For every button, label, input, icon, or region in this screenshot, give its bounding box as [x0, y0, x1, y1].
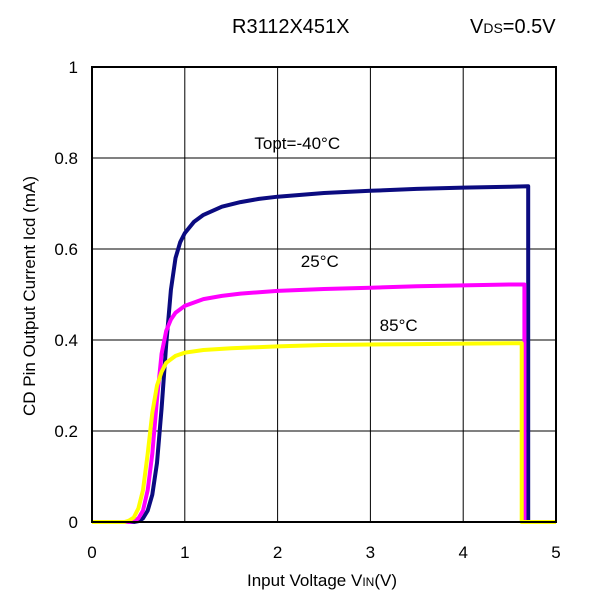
y-tick-label: 0.4 — [54, 331, 78, 350]
grid-layer — [92, 67, 556, 522]
x-axis-title-main: Input Voltage V — [247, 571, 363, 590]
series-layer — [92, 184, 556, 524]
x-tick-label: 2 — [273, 543, 282, 562]
annotation-label-2: 25°C — [301, 252, 339, 271]
x-tick-label: 0 — [87, 543, 96, 562]
y-tick-label: 1 — [69, 58, 78, 77]
x-tick-label: 1 — [180, 543, 189, 562]
x-axis-title-tail: (V) — [374, 571, 397, 590]
annotation-label-1: Topt=-40°C — [254, 134, 340, 153]
plot-frame — [91, 66, 557, 523]
condition-main: V — [470, 16, 484, 38]
y-tick-label: 0.8 — [54, 149, 78, 168]
annotation-label-3: 85°C — [380, 316, 418, 335]
x-axis-title-sub: IN — [362, 575, 374, 589]
y-tick-label: 0.6 — [54, 240, 78, 259]
y-tick-label: 0 — [69, 513, 78, 532]
y-axis-title: CD Pin Output Current Icd (mA) — [20, 176, 39, 416]
series-line-3 — [92, 341, 556, 524]
series-line-2 — [92, 282, 556, 524]
condition-label: VDS=0.5V — [470, 16, 556, 38]
part-number-label: R3112X451X — [232, 16, 350, 38]
series-line-1 — [92, 184, 556, 524]
x-tick-label: 4 — [458, 543, 467, 562]
x-tick-label: 3 — [366, 543, 375, 562]
condition-sub: DS — [483, 20, 502, 36]
condition-value: =0.5V — [503, 16, 556, 38]
y-tick-label: 0.2 — [54, 422, 78, 441]
x-axis-title: Input Voltage VIN(V) — [247, 571, 397, 590]
annotation-layer: Topt=-40°C 25°C 85°C — [254, 134, 417, 335]
x-tick-label: 5 — [551, 543, 560, 562]
tick-layer: 0 1 2 3 4 5 0 0.2 0.4 0.6 0.8 1 — [54, 58, 560, 562]
